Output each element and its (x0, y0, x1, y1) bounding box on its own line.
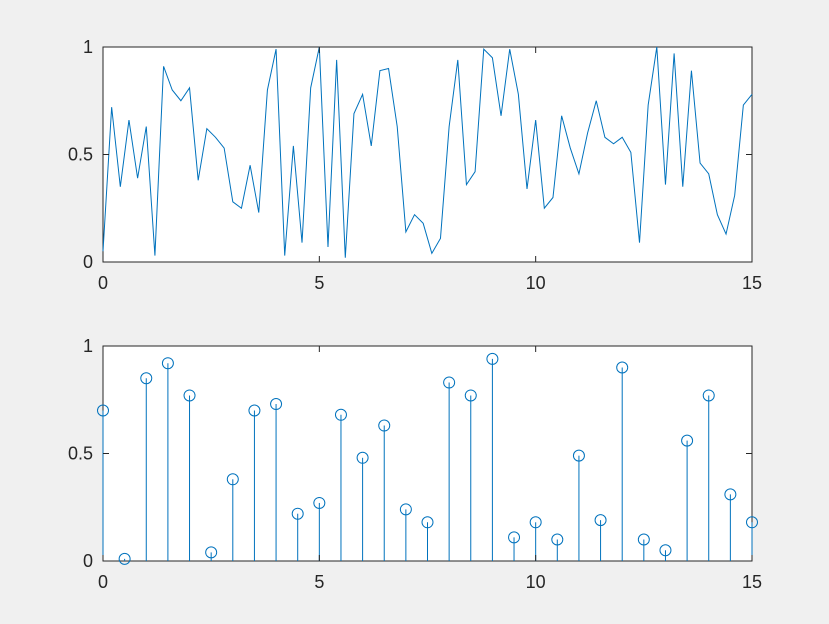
series-line (102, 46, 753, 258)
y-tick-label: 0 (83, 551, 93, 571)
stem-marker (508, 531, 521, 544)
stem-marker (161, 357, 174, 370)
stem-marker (702, 389, 715, 402)
x-tick-label: 10 (526, 273, 546, 293)
stem-marker (681, 434, 694, 447)
top-line-plot: 0 5 10 15 0 0.5 1 (68, 37, 762, 293)
x-tick-label: 5 (314, 273, 324, 293)
stem-marker (226, 473, 239, 486)
stem-marker (421, 516, 434, 529)
stem-marker (334, 408, 347, 421)
data-layer (102, 46, 753, 258)
stem-marker (551, 533, 564, 546)
stem-marker (378, 419, 391, 432)
y-tick-label: 1 (83, 336, 93, 356)
data-layer (97, 352, 758, 565)
stem-marker (313, 496, 326, 509)
stem-marker (118, 552, 131, 565)
bottom-stem-plot: 0 5 10 15 0 0.5 1 (68, 336, 762, 592)
axes-box (102, 46, 753, 263)
stem-marker (529, 516, 542, 529)
stem-marker (659, 544, 672, 557)
y-tick-label: 0.5 (68, 444, 93, 464)
stem-marker (183, 389, 196, 402)
stem-marker (746, 516, 758, 529)
stem-marker (205, 546, 218, 559)
y-tick-label: 0 (83, 252, 93, 272)
stem-marker (464, 389, 477, 402)
stem-marker (443, 376, 456, 389)
stem-marker (248, 404, 261, 417)
y-tick-label: 0.5 (68, 145, 93, 165)
y-tick-label: 1 (83, 37, 93, 57)
stem-marker (399, 503, 412, 516)
stem-marker (270, 398, 283, 411)
stem-marker (594, 514, 607, 527)
stem-marker (356, 451, 369, 464)
stem-marker (724, 488, 737, 501)
stem-marker (97, 404, 109, 417)
stem-marker (616, 361, 629, 374)
x-tick-label: 5 (314, 572, 324, 592)
stem-marker (291, 507, 304, 520)
stem-marker (486, 352, 499, 365)
x-tick-label: 10 (526, 572, 546, 592)
stem-marker (572, 449, 585, 462)
stem-marker (637, 533, 650, 546)
x-tick-label: 15 (742, 273, 762, 293)
x-tick-label: 0 (98, 273, 108, 293)
stem-marker (140, 372, 153, 385)
x-tick-label: 0 (98, 572, 108, 592)
x-tick-label: 15 (742, 572, 762, 592)
